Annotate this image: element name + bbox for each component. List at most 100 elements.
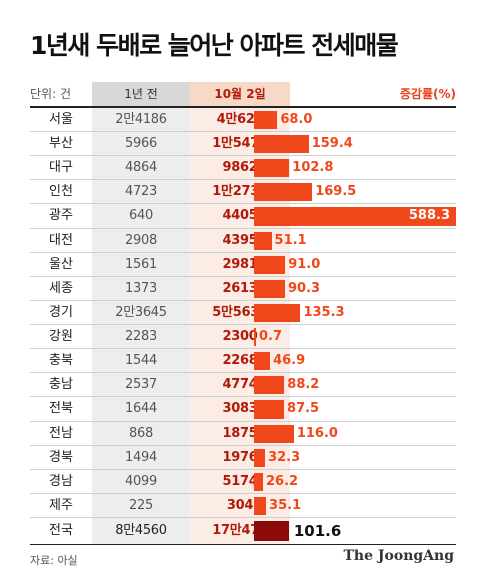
table-row: 전남 868 1875 116.0 [30,422,456,446]
total-region: 전국 [49,523,73,538]
table-row: 서울 2만4186 4만624 68.0 [30,108,456,133]
region-name: 대구 [49,160,73,176]
rate-label: 68.0 [280,112,313,127]
rate-label: 0.7 [259,329,283,345]
table-header: 단위: 건 1년 전 10월 2일 증감률(%) [30,82,456,106]
current-count: 4만624 [216,112,264,127]
region-name: 충남 [49,377,73,393]
row-divider [30,179,456,181]
rate-label: 102.8 [292,160,334,176]
rate-header: 증감률(%) [399,87,456,101]
current-count: 2613 [222,280,258,296]
prev-year-count: 225 [129,497,153,513]
prev-year-count: 2908 [125,232,157,248]
current-count: 4774 [222,377,258,393]
current-count: 2300 [222,329,258,345]
current-count: 304 [226,497,254,513]
region-name: 경남 [49,473,73,489]
prev-year-header: 1년 전 [92,82,190,106]
rate-bar [254,496,267,516]
rate-label: 88.2 [287,377,320,393]
region-name: 강원 [49,329,73,345]
region-name: 대전 [49,232,73,248]
prev-year-count: 5966 [125,136,157,152]
row-divider [30,468,456,470]
row-divider [30,227,456,229]
total-row: 전국 8만4560 17만472 101.6 [30,518,456,544]
table-row: 전북 1644 3083 87.5 [30,397,456,422]
row-divider [30,372,456,374]
current-count: 2268 [222,353,258,369]
total-rate-label: 101.6 [293,522,342,540]
rate-bar [254,424,294,443]
current-count: 4405 [222,208,258,224]
rate-label: 588.3 [408,208,450,224]
current-date-header: 10월 2일 [190,82,290,106]
current-count: 1976 [222,449,258,465]
table-row: 경기 2만3645 5만5633 135.3 [30,301,456,326]
rate-bar [254,159,290,178]
prev-year-count: 4864 [125,160,157,176]
row-divider [30,155,456,157]
table-row: 충남 2537 4774 88.2 [30,373,456,398]
region-name: 울산 [49,256,73,272]
region-name: 서울 [49,112,73,127]
total-rate-bar [254,521,289,541]
rate-label: 32.3 [268,449,301,465]
total-prev-count: 8만4560 [115,523,167,538]
rate-bar [254,135,309,154]
row-divider [30,396,456,398]
row-divider [30,492,456,494]
table-row: 경북 1494 1976 32.3 [30,446,456,470]
rate-bar [254,111,278,130]
current-count: 3083 [222,401,258,417]
region-name: 세종 [49,280,73,296]
current-count: 1875 [222,425,258,441]
prev-year-count: 2283 [125,329,157,345]
table-row: 충북 1544 2268 46.9 [30,349,456,374]
row-divider [30,299,456,301]
rate-bar [254,255,286,274]
region-name: 부산 [49,136,73,152]
table-row: 부산 5966 1만5475 159.4 [30,132,456,157]
unit-header: 단위: 건 [30,87,71,101]
rate-label: 116.0 [296,425,338,441]
rate-bar [254,231,272,250]
row-divider [30,348,456,350]
region-name: 전남 [49,425,73,441]
table-row: 제주 225 304 35.1 [30,494,456,519]
rate-label: 135.3 [303,304,345,320]
header-divider [30,106,456,108]
table-row: 경남 4099 5174 26.2 [30,470,456,494]
rate-bar [254,303,301,323]
current-count: 2981 [222,256,258,272]
current-count: 5174 [222,473,258,489]
region-name: 경북 [49,449,73,465]
prev-year-count: 1644 [125,401,157,417]
prev-year-count: 1561 [125,256,157,272]
prev-year-count: 1373 [125,280,157,296]
region-name: 제주 [49,497,73,513]
table-bottom-divider [30,544,456,545]
region-name: 경기 [49,304,73,320]
prev-year-count: 868 [129,425,153,441]
table-row: 울산 1561 2981 91.0 [30,253,456,277]
rate-bar [254,448,266,467]
prev-year-count: 4099 [125,473,157,489]
publisher-logo: The JoongAng [343,548,454,564]
prev-year-count: 2만3645 [115,304,167,320]
region-name: 충북 [49,353,73,369]
row-divider [30,275,456,277]
rate-bar [254,207,456,226]
prev-year-count: 2537 [125,377,157,393]
table-row: 세종 1373 2613 90.3 [30,277,456,301]
rate-label: 90.3 [288,280,321,296]
row-divider [30,444,456,446]
table-row: 광주 640 4405 588.3 [30,204,456,229]
prev-year-count: 1544 [125,353,157,369]
rate-bar [254,472,263,491]
row-divider [30,131,456,133]
row-divider [30,517,456,519]
rate-label: 159.4 [311,136,353,152]
rate-bar [254,376,285,395]
